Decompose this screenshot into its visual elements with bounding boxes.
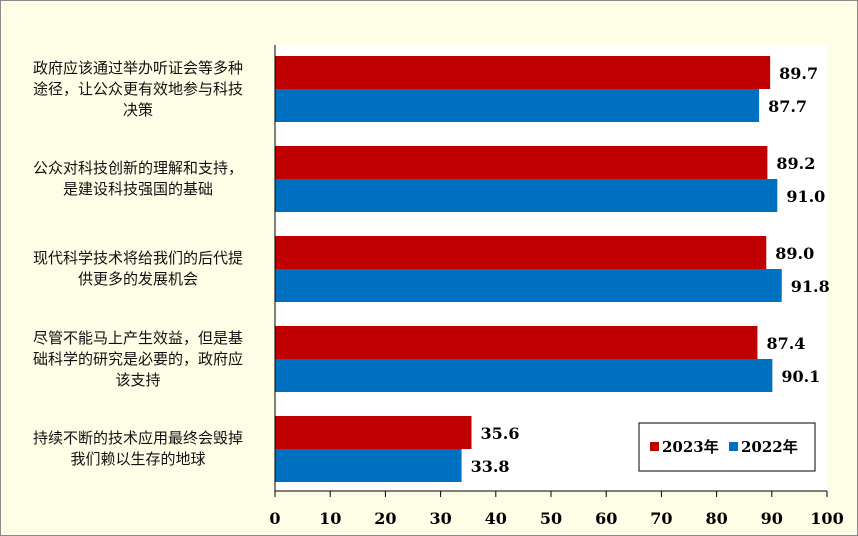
bar-2023-3 — [275, 326, 758, 359]
legend-swatch-2023 — [650, 442, 659, 451]
category-label-line: 持续不断的技术应用最终会毁掉 — [32, 429, 243, 447]
bar-2022-1 — [275, 179, 778, 212]
category-label-2: 现代科学技术将给我们的后代提 供更多的发展机会 — [9, 248, 267, 290]
category-label-4: 持续不断的技术应用最终会毁掉 我们赖以生存的地球 — [9, 428, 267, 470]
legend-label-2023: 2023年 — [662, 438, 719, 456]
x-tick-label-50: 50 — [540, 509, 562, 528]
category-label-line: 现代科学技术将给我们的后代提 — [32, 249, 243, 267]
value-label-2023-1: 89.2 — [776, 154, 815, 173]
category-label-line: 决策 — [122, 100, 153, 119]
x-tick-label-30: 30 — [429, 509, 451, 528]
category-label-line: 础科学的研究是必要的，政府应 — [32, 349, 243, 368]
bar-2022-3 — [275, 359, 773, 392]
value-label-2022-0: 87.7 — [768, 97, 807, 116]
value-label-2022-3: 90.1 — [781, 367, 820, 386]
bars-group — [275, 56, 782, 482]
value-labels-group: 89.7 89.2 89.0 87.4 35.6 87.7 91.0 91.8 90.1 33.8 — [471, 64, 830, 476]
x-tick-label-90: 90 — [761, 509, 783, 528]
category-label-line: 是建设科技强国的基础 — [62, 180, 213, 198]
bar-2023-1 — [275, 146, 768, 179]
category-label-line: 政府应该通过举办听证会等多种 — [32, 58, 243, 77]
bar-2023-4 — [275, 416, 472, 449]
x-tick-label-10: 10 — [319, 509, 341, 528]
category-label-1: 公众对科技创新的理解和支持， 是建设科技强国的基础 — [9, 158, 267, 200]
category-label-line: 该支持 — [115, 370, 161, 389]
value-label-2023-4: 35.6 — [481, 424, 520, 443]
legend-box — [638, 422, 816, 472]
x-tick-label-80: 80 — [705, 509, 727, 528]
value-label-2022-2: 91.8 — [791, 277, 830, 296]
value-label-2022-4: 33.8 — [471, 457, 510, 476]
bar-2022-2 — [275, 269, 782, 302]
value-label-2022-1: 91.0 — [786, 187, 825, 206]
category-label-line: 我们赖以生存的地球 — [70, 450, 206, 468]
category-label-line: 公众对科技创新的理解和支持， — [32, 159, 243, 177]
category-label-line: 供更多的发展机会 — [77, 270, 198, 288]
value-label-2023-0: 89.7 — [779, 64, 818, 83]
x-tick-label-70: 70 — [650, 509, 672, 528]
value-label-2023-2: 89.0 — [775, 244, 814, 263]
legend: 2023年 2022年 — [638, 422, 816, 472]
category-label-line: 途径，让公众更有效地参与科技 — [32, 79, 243, 98]
x-tick-label-0: 0 — [269, 509, 280, 528]
x-axis-ticks: 0 10 20 30 40 50 60 70 80 90 100 — [269, 491, 844, 528]
bar-2023-0 — [275, 56, 771, 89]
x-tick-label-40: 40 — [485, 509, 507, 528]
bar-2022-0 — [275, 89, 760, 122]
category-label-line: 尽管不能马上产生效益，但是基 — [32, 328, 243, 347]
bar-2022-4 — [275, 449, 462, 482]
category-label-3: 尽管不能马上产生效益，但是基 础科学的研究是必要的，政府应 该支持 — [9, 328, 267, 391]
legend-label-2022: 2022年 — [741, 438, 798, 456]
value-label-2023-3: 87.4 — [766, 334, 805, 353]
x-tick-label-20: 20 — [374, 509, 396, 528]
bar-2023-2 — [275, 236, 767, 269]
legend-swatch-2022 — [729, 442, 738, 451]
category-label-0: 政府应该通过举办听证会等多种 途径，让公众更有效地参与科技 决策 — [9, 58, 267, 121]
x-tick-label-60: 60 — [595, 509, 617, 528]
x-tick-label-100: 100 — [810, 509, 843, 528]
